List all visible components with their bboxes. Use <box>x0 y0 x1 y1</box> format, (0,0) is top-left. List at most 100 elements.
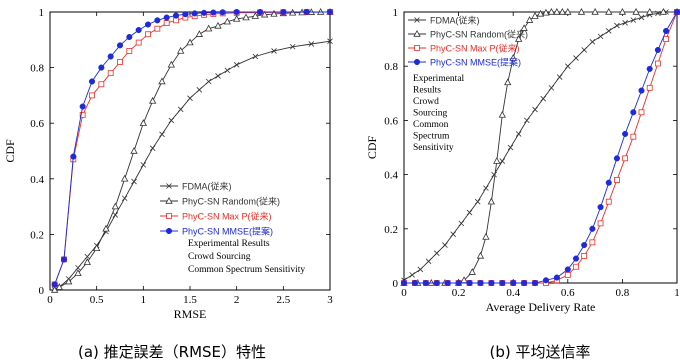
data-point <box>632 7 640 15</box>
data-point <box>605 7 613 15</box>
data-point <box>411 279 418 287</box>
data-point <box>573 263 579 270</box>
data-point <box>564 271 571 278</box>
data-point <box>477 279 484 287</box>
data-point <box>289 43 296 50</box>
data-point <box>205 78 212 85</box>
data-point <box>163 14 170 21</box>
data-point <box>126 48 133 54</box>
data-point <box>409 272 415 278</box>
data-point <box>140 162 147 168</box>
data-point <box>60 256 68 263</box>
data-point <box>148 96 157 104</box>
data-point <box>326 8 334 16</box>
data-point <box>126 33 133 41</box>
data-point <box>327 38 333 44</box>
x-tick-label: 0.2 <box>452 287 466 299</box>
data-point <box>622 155 629 162</box>
x-axis-label: RMSE <box>174 307 207 321</box>
data-point <box>163 20 170 27</box>
x-tick-label: 0.5 <box>90 294 104 306</box>
data-point <box>308 41 315 47</box>
data-point <box>572 255 580 262</box>
data-point <box>51 281 58 288</box>
data-point <box>158 77 166 85</box>
y-tick-label: 0.6 <box>384 115 398 127</box>
data-point <box>242 13 250 21</box>
data-point <box>159 131 165 138</box>
data-point <box>200 9 208 16</box>
data-point <box>553 274 560 281</box>
data-point <box>542 277 550 284</box>
data-point <box>581 242 588 249</box>
data-point <box>498 110 506 118</box>
annotation-line: Crowd <box>413 97 439 107</box>
data-point <box>564 266 571 273</box>
data-point <box>154 25 161 32</box>
data-point <box>107 53 114 60</box>
data-point <box>75 264 81 271</box>
series-line <box>403 11 677 281</box>
data-point <box>131 178 137 185</box>
data-point <box>144 21 152 28</box>
data-point <box>524 117 530 124</box>
legend-marker <box>166 213 172 219</box>
data-point <box>630 17 637 23</box>
legend-marker <box>413 58 421 66</box>
data-point <box>622 20 628 26</box>
data-point <box>618 7 627 15</box>
data-point <box>450 231 456 238</box>
data-point <box>491 171 497 178</box>
data-point <box>280 8 287 16</box>
legend-marker <box>413 29 421 37</box>
annotation-line: Experimental <box>413 74 465 84</box>
data-point <box>542 8 550 16</box>
annotation-line: Results <box>413 86 441 96</box>
y-tick-label: 1 <box>393 7 399 19</box>
data-point <box>654 46 661 53</box>
data-point <box>466 209 473 216</box>
legend-marker <box>166 183 172 189</box>
legend-marker <box>414 17 420 23</box>
figure-caption: (a) 推定誤差（RMSE）特性 <box>78 343 266 361</box>
x-tick-label: 1.5 <box>183 294 197 306</box>
y-tick-label: 0.2 <box>384 224 398 236</box>
annotation-line: Common <box>413 120 449 130</box>
data-point <box>548 85 555 91</box>
data-point <box>433 279 440 287</box>
data-point <box>597 204 604 211</box>
data-point <box>638 14 645 21</box>
data-point <box>547 7 556 15</box>
data-point <box>499 158 506 164</box>
data-point <box>531 279 539 287</box>
data-point <box>83 258 92 265</box>
data-point <box>514 35 523 42</box>
data-point <box>130 146 138 154</box>
data-point <box>553 7 561 15</box>
data-point <box>589 225 596 232</box>
data-point <box>630 133 637 140</box>
legend-label: PhyC-SN Max P(従来) <box>430 43 520 54</box>
annotation-line: Spectrum <box>413 132 450 142</box>
data-point <box>531 12 539 19</box>
data-point <box>224 67 231 74</box>
data-point <box>422 279 429 287</box>
y-tick-label: 0.8 <box>30 63 44 75</box>
data-point <box>433 250 440 256</box>
data-point <box>476 251 485 259</box>
data-point <box>214 21 222 29</box>
data-point <box>425 258 432 265</box>
data-point <box>536 9 545 17</box>
data-point <box>581 47 587 53</box>
data-point <box>233 8 240 16</box>
annotation-line: Crowd Sourcing <box>188 252 251 262</box>
data-point <box>466 279 473 287</box>
data-point <box>116 42 124 49</box>
data-point <box>613 155 620 162</box>
data-point <box>195 30 204 37</box>
y-tick-label: 0 <box>39 285 45 297</box>
data-point <box>303 8 310 16</box>
data-point <box>487 197 496 205</box>
data-point <box>88 78 96 85</box>
data-point <box>417 266 424 273</box>
